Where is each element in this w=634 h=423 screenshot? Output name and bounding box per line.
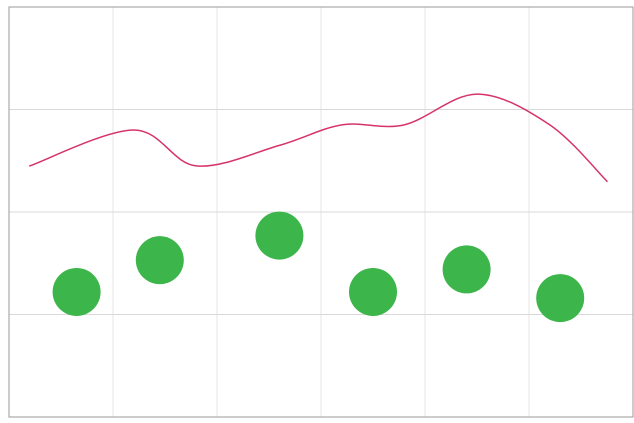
scatter-point [349, 267, 397, 316]
grid [9, 7, 633, 417]
scatter-point [536, 274, 585, 323]
scatter-point [442, 245, 491, 294]
scatter-point [255, 211, 304, 260]
scatter-point [52, 267, 101, 316]
series-layer [29, 93, 608, 323]
line-series [29, 93, 608, 182]
scatter-point [135, 236, 184, 285]
plot-area-border [8, 6, 634, 418]
